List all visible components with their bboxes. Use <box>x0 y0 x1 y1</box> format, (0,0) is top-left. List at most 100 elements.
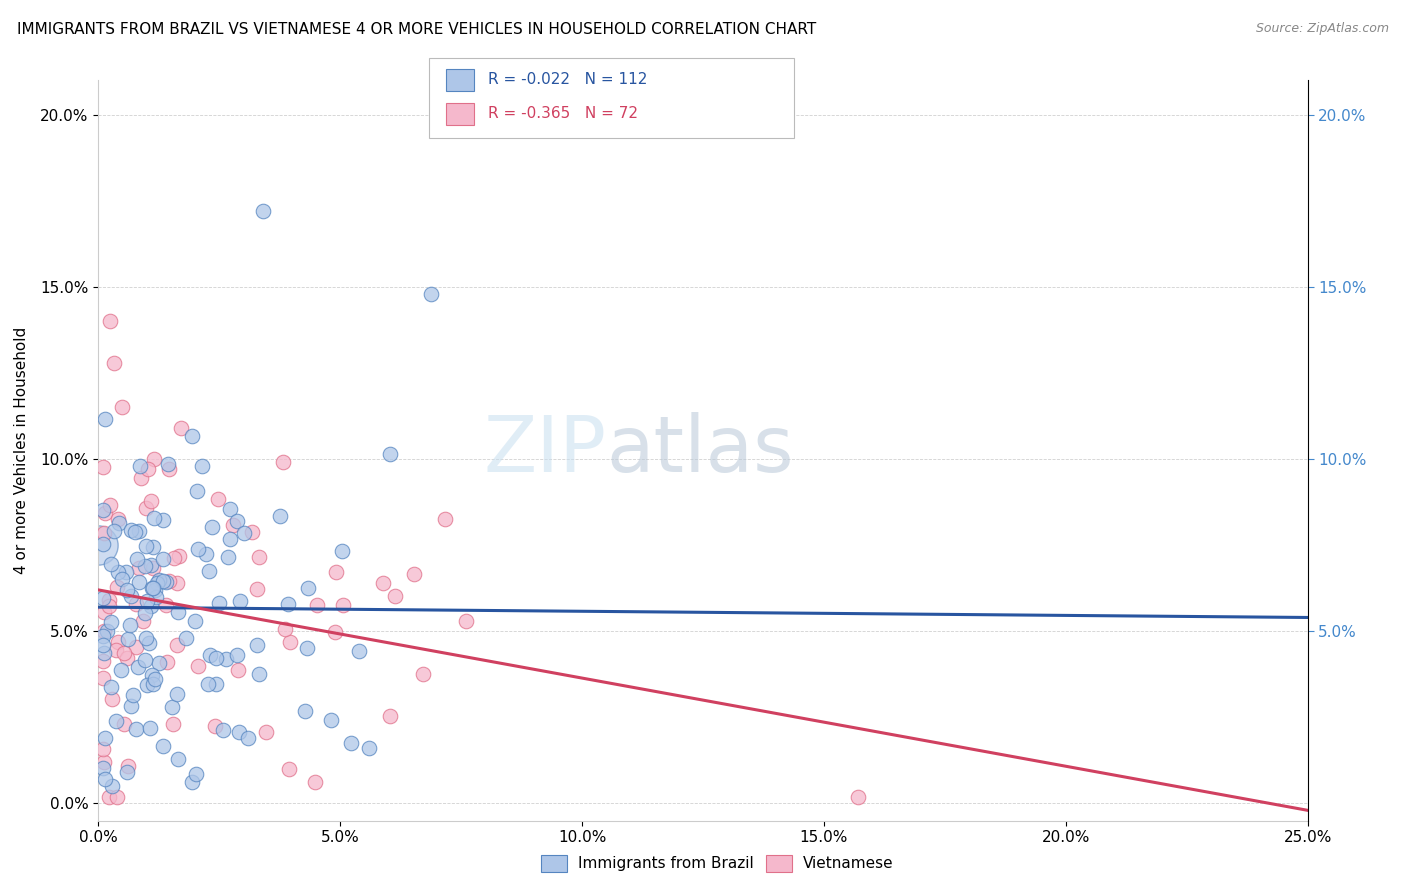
Point <box>128 561 150 575</box>
Point <box>180 775 202 789</box>
Point <box>419 286 441 301</box>
Point <box>93 624 115 639</box>
Point <box>98 498 121 512</box>
Point <box>402 567 425 582</box>
Point <box>115 583 138 598</box>
Text: R = -0.365   N = 72: R = -0.365 N = 72 <box>488 106 638 121</box>
Point <box>100 557 122 571</box>
Point <box>156 655 179 669</box>
Text: atlas: atlas <box>606 412 794 489</box>
Point <box>143 672 166 686</box>
Point <box>134 653 156 667</box>
Point <box>118 618 141 632</box>
Point <box>125 640 148 654</box>
Point <box>98 314 121 328</box>
Point <box>186 766 208 780</box>
Point <box>208 596 231 610</box>
Point <box>101 691 124 706</box>
Point <box>120 699 142 714</box>
Point <box>274 622 297 636</box>
Point <box>226 514 249 528</box>
Point <box>128 524 150 538</box>
Point <box>125 597 148 611</box>
Y-axis label: 4 or more Vehicles in Household: 4 or more Vehicles in Household <box>14 326 30 574</box>
Point <box>155 598 177 612</box>
Point <box>205 677 228 691</box>
Point <box>143 511 166 525</box>
Point <box>112 646 135 660</box>
Point <box>207 491 229 506</box>
Point <box>107 511 129 525</box>
Point <box>200 648 222 662</box>
Point <box>174 632 197 646</box>
Point <box>114 565 136 579</box>
Point <box>162 717 184 731</box>
Point <box>111 572 134 586</box>
Point <box>108 516 131 530</box>
Point <box>148 574 170 588</box>
Point <box>217 549 239 564</box>
Point <box>152 513 174 527</box>
Point <box>332 598 354 612</box>
Point <box>141 677 163 691</box>
Point <box>103 356 125 370</box>
Point <box>226 648 249 663</box>
Point <box>112 717 135 731</box>
Text: ZIP: ZIP <box>484 412 606 489</box>
Point <box>135 678 157 692</box>
Point <box>323 625 346 640</box>
Point <box>156 457 179 471</box>
Point <box>304 775 326 789</box>
Point <box>204 719 226 733</box>
Point <box>91 638 114 652</box>
Point <box>117 632 139 646</box>
Point <box>297 581 319 595</box>
Point <box>277 762 299 776</box>
Point <box>104 714 127 728</box>
Point <box>136 594 159 608</box>
Point <box>167 752 190 766</box>
Point <box>152 552 174 566</box>
Point <box>191 459 214 474</box>
Point <box>349 644 371 658</box>
Point <box>100 615 122 629</box>
Point <box>139 721 162 735</box>
Point <box>157 574 180 588</box>
Point <box>157 461 180 475</box>
Point <box>139 558 162 573</box>
Point <box>246 638 269 652</box>
Point <box>252 204 274 219</box>
Point <box>145 591 167 605</box>
Point <box>297 640 319 655</box>
Point <box>181 429 204 443</box>
Point <box>120 523 142 537</box>
Point <box>187 541 209 556</box>
Point <box>91 742 114 756</box>
Point <box>229 593 252 607</box>
Point <box>307 598 329 612</box>
Point <box>93 605 115 619</box>
Point <box>163 551 186 566</box>
Text: R = -0.022   N = 112: R = -0.022 N = 112 <box>488 72 647 87</box>
Point <box>226 663 249 677</box>
Point <box>277 597 299 611</box>
Point <box>198 564 221 578</box>
Point <box>167 549 190 564</box>
Point <box>152 574 174 588</box>
Point <box>228 725 250 739</box>
Point <box>110 663 132 677</box>
Point <box>103 524 125 539</box>
Point <box>170 421 193 435</box>
Point <box>105 580 128 594</box>
Point <box>125 722 148 736</box>
Point <box>247 667 270 681</box>
Point <box>91 672 114 686</box>
Point <box>146 575 169 590</box>
Point <box>101 779 124 793</box>
Point <box>143 582 166 597</box>
Point <box>125 552 148 566</box>
Point <box>359 741 381 756</box>
Point <box>141 561 163 575</box>
Point <box>148 656 170 670</box>
Point <box>107 635 129 649</box>
